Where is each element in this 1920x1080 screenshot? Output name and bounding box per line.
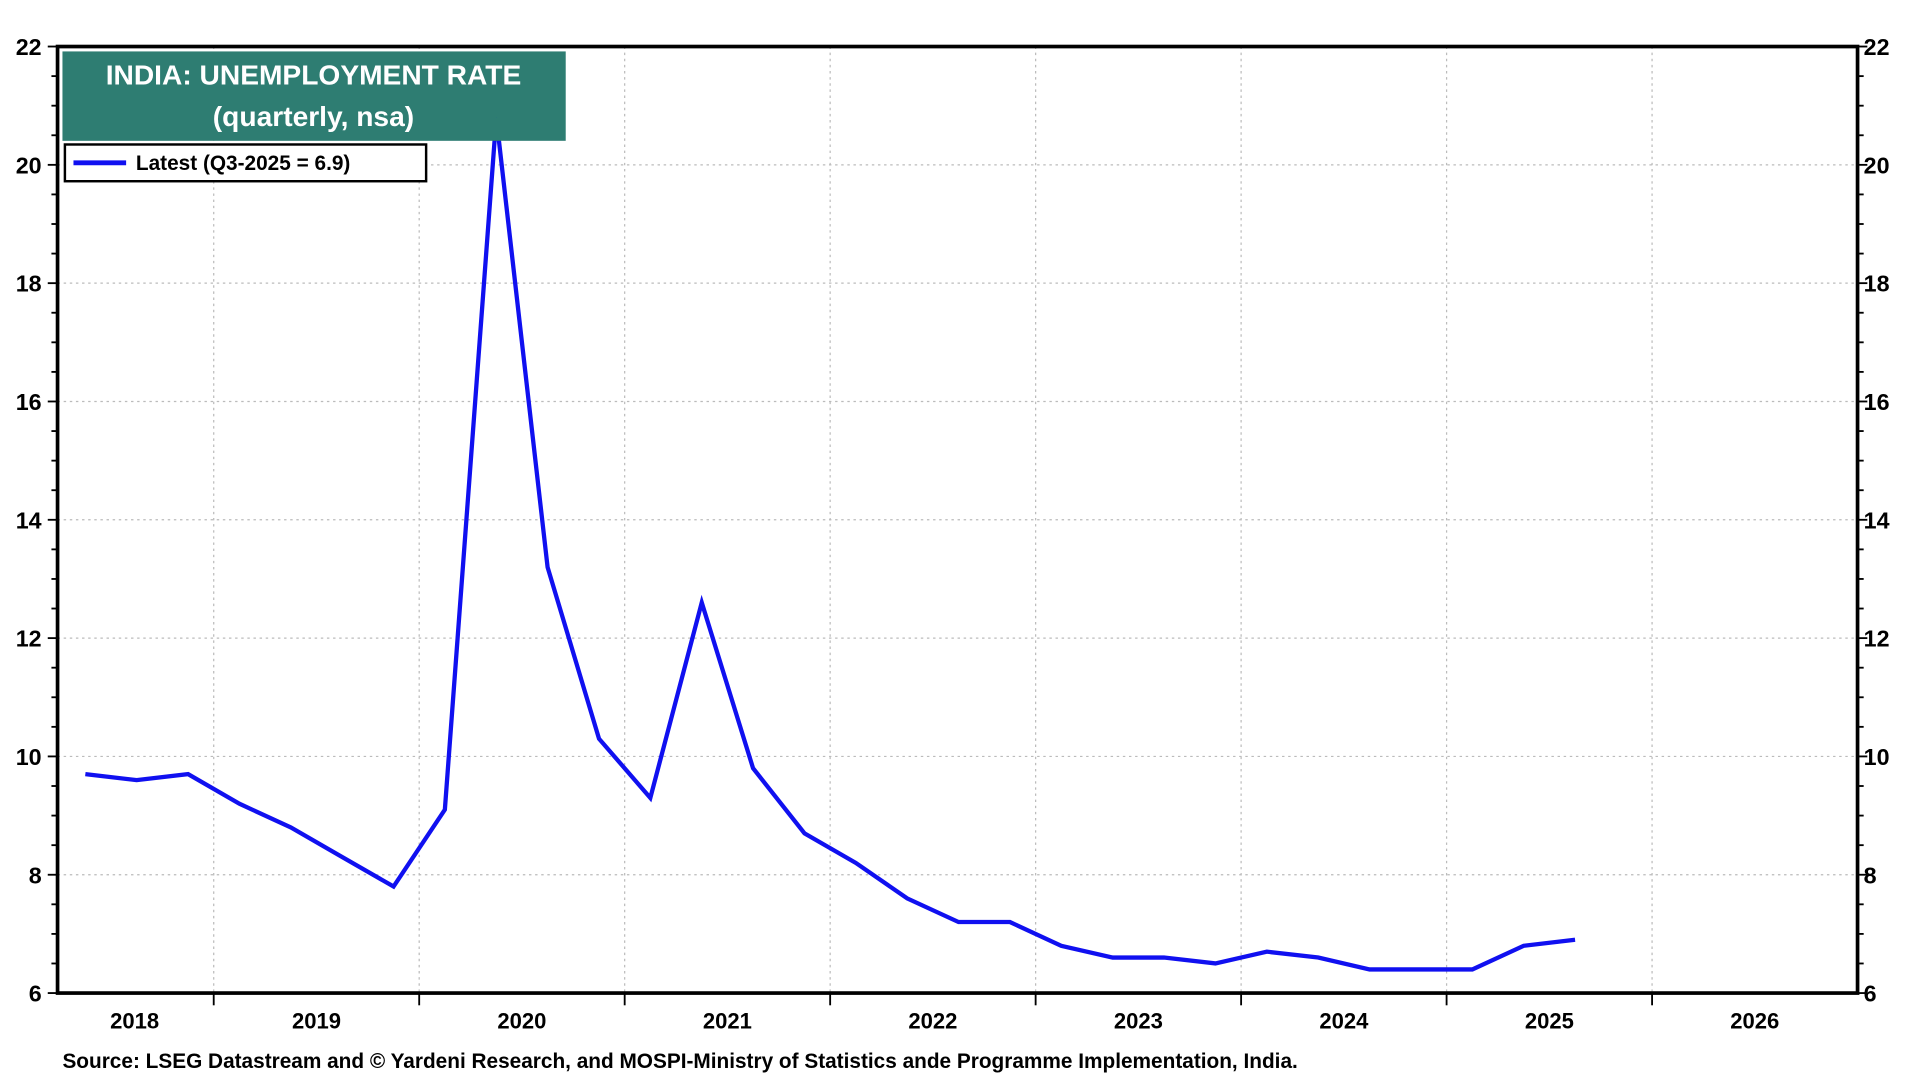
y-tick-label-left: 16 [16,389,42,415]
y-tick-label-right: 12 [1864,626,1890,652]
x-tick-label: 2024 [1319,1009,1369,1034]
y-tick-label-right: 6 [1864,981,1877,1007]
y-tick-label-left: 14 [16,507,42,533]
y-tick-label-left: 18 [16,271,42,297]
y-axis-right: 6 8 10 12 14 16 18 20 22 [1857,34,1890,1007]
y-tick-label-left: 6 [29,981,42,1007]
y-tick-label-left: 20 [16,152,42,178]
x-tick-label: 2020 [497,1009,546,1034]
plot-frame [55,44,1860,995]
y-tick-label-right: 10 [1864,744,1890,770]
chart-subtitle: (quarterly, nsa) [213,101,414,132]
legend-label: Latest (Q3-2025 = 6.9) [136,152,350,175]
x-tick-label: 2023 [1114,1009,1163,1034]
grid-lines [57,46,1858,994]
source-note: Source: LSEG Datastream and © Yardeni Re… [62,1050,1297,1073]
legend: Latest (Q3-2025 = 6.9) [63,143,428,183]
x-tick-label: 2022 [908,1009,957,1034]
y-tick-label-right: 20 [1864,152,1890,178]
title-box: INDIA: UNEMPLOYMENT RATE (quarterly, nsa… [62,51,566,141]
data-points [85,117,1576,970]
y-tick-label-right: 18 [1864,271,1890,297]
series-line [85,117,1576,972]
x-tick-label: 2025 [1525,1009,1574,1034]
y-tick-label-left: 22 [16,34,42,60]
x-tick-label: 2019 [292,1009,341,1034]
x-tick-label: 2026 [1730,1009,1779,1034]
y-tick-label-right: 16 [1864,389,1890,415]
y-tick-label-right: 22 [1864,34,1890,60]
chart-title: INDIA: UNEMPLOYMENT RATE [106,59,522,90]
y-tick-label-right: 14 [1864,507,1890,533]
x-tick-label: 2021 [703,1009,752,1034]
y-tick-label-left: 10 [16,744,42,770]
y-axis-left: 6 8 10 12 14 16 18 20 22 [16,34,58,1007]
x-axis: 2018 2019 2020 2021 2022 2023 2024 2025 2026 [110,993,1779,1034]
x-tick-label: 2018 [110,1009,159,1034]
y-tick-label-right: 8 [1864,862,1877,888]
y-tick-label-left: 12 [16,626,42,652]
y-tick-label-left: 8 [29,862,42,888]
